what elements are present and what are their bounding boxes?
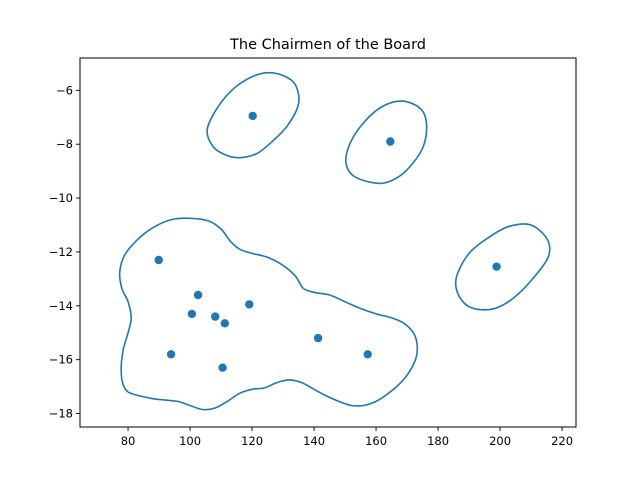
cluster-outline-1	[206, 71, 300, 159]
axes-frame	[79, 57, 577, 428]
y-tick-label: −10	[49, 191, 73, 205]
x-tick-label: 140	[303, 434, 325, 448]
x-tick-label: 200	[489, 434, 511, 448]
x-tick-label: 80	[121, 434, 136, 448]
scatter-point-1	[248, 111, 257, 121]
y-tick-label: −12	[49, 245, 73, 259]
plot-area	[118, 71, 551, 411]
cluster-outline-3	[454, 223, 551, 311]
scatter-point-13	[218, 363, 227, 372]
y-tick-label: −16	[49, 353, 73, 367]
y-tick-label: −8	[56, 137, 73, 151]
x-tick-label: 160	[365, 434, 387, 448]
cluster-outline-4	[118, 217, 419, 411]
y-tick-label: −14	[49, 299, 73, 313]
y-axis: −18 −16 −14 −12 −10 −8 −6	[49, 83, 80, 421]
scatter-point-8	[211, 312, 220, 321]
x-axis: 80 100 120 140 160 180 200 220	[121, 427, 573, 448]
scatter-point-12	[363, 350, 372, 359]
scatter-point-10	[313, 333, 323, 343]
scatter-point-5	[193, 290, 203, 300]
y-tick-label: −6	[56, 83, 73, 97]
chart-title: The Chairmen of the Board	[229, 37, 426, 53]
scatter-point-11	[166, 350, 176, 359]
y-tick-label: −18	[49, 407, 73, 421]
scatter-point-4	[154, 255, 163, 265]
x-tick-label: 220	[551, 434, 573, 448]
scatter-point-9	[220, 319, 229, 328]
x-tick-label: 120	[241, 434, 263, 448]
scatter-point-7	[187, 309, 197, 319]
x-tick-label: 100	[179, 434, 201, 448]
scatter-point-2	[386, 137, 395, 146]
x-tick-label: 180	[427, 434, 449, 448]
scatter-point-3	[492, 262, 501, 271]
cluster-outline-2	[345, 100, 428, 185]
scatter-point-6	[245, 300, 254, 309]
